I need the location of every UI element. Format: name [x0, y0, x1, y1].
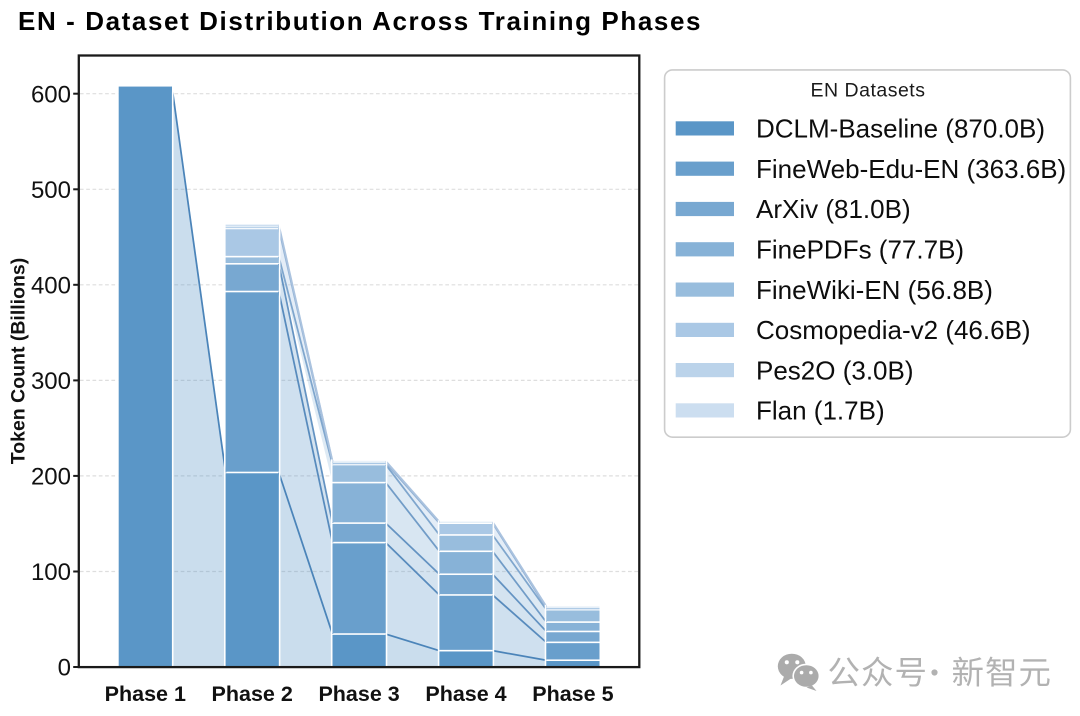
svg-text:Token Count (Billions): Token Count (Billions)	[8, 258, 30, 465]
svg-text:FineWeb-Edu-EN (363.6B): FineWeb-Edu-EN (363.6B)	[756, 154, 1066, 184]
svg-text:Cosmopedia-v2 (46.6B): Cosmopedia-v2 (46.6B)	[756, 315, 1031, 345]
svg-text:Pes2O (3.0B): Pes2O (3.0B)	[756, 355, 914, 385]
svg-text:300: 300	[31, 368, 71, 395]
svg-text:500: 500	[31, 177, 71, 204]
svg-text:ArXiv (81.0B): ArXiv (81.0B)	[756, 194, 911, 224]
svg-text:EN Datasets: EN Datasets	[811, 80, 926, 102]
svg-text:Phase 4: Phase 4	[425, 682, 506, 706]
svg-text:Phase 2: Phase 2	[212, 682, 293, 706]
svg-text:Phase 1: Phase 1	[105, 682, 186, 706]
svg-text:600: 600	[31, 81, 71, 108]
svg-text:DCLM-Baseline (870.0B): DCLM-Baseline (870.0B)	[756, 114, 1045, 144]
svg-text:Phase 3: Phase 3	[318, 682, 399, 706]
svg-text:Phase 5: Phase 5	[532, 682, 613, 706]
svg-text:EN - Dataset Distribution Acro: EN - Dataset Distribution Across Trainin…	[18, 6, 702, 36]
svg-text:0: 0	[58, 655, 71, 682]
svg-text:FinePDFs (77.7B): FinePDFs (77.7B)	[756, 235, 964, 265]
svg-text:400: 400	[31, 272, 71, 299]
svg-text:FineWiki-EN (56.8B): FineWiki-EN (56.8B)	[756, 275, 993, 305]
svg-text:200: 200	[31, 464, 71, 491]
svg-text:Flan (1.7B): Flan (1.7B)	[756, 396, 885, 426]
svg-text:100: 100	[31, 559, 71, 586]
